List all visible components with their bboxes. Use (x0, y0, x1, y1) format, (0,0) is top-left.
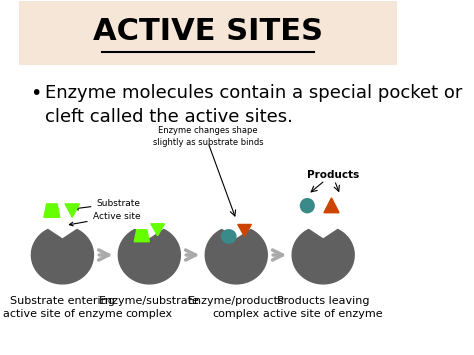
Polygon shape (134, 230, 149, 242)
Text: Enzyme changes shape
slightly as substrate binds: Enzyme changes shape slightly as substra… (153, 126, 263, 147)
Polygon shape (151, 224, 164, 236)
Text: ACTIVE SITES: ACTIVE SITES (93, 17, 323, 46)
Polygon shape (238, 224, 251, 236)
Polygon shape (292, 229, 354, 284)
Text: Substrate: Substrate (75, 199, 140, 210)
FancyBboxPatch shape (19, 1, 397, 65)
Text: Products leaving
active site of enzyme: Products leaving active site of enzyme (264, 296, 383, 318)
Ellipse shape (221, 229, 237, 244)
Text: Active site: Active site (69, 212, 140, 226)
Text: Products: Products (307, 170, 359, 180)
Polygon shape (324, 198, 339, 213)
Polygon shape (44, 204, 60, 217)
Ellipse shape (300, 198, 315, 213)
Polygon shape (65, 204, 80, 217)
Polygon shape (31, 229, 93, 284)
Text: Substrate entering
active site of enzyme: Substrate entering active site of enzyme (2, 296, 122, 318)
Text: Enzyme/substrate
complex: Enzyme/substrate complex (99, 296, 200, 318)
Text: Enzyme molecules contain a special pocket or
cleft called the active sites.: Enzyme molecules contain a special pocke… (46, 84, 463, 126)
Polygon shape (205, 229, 267, 284)
Polygon shape (118, 229, 180, 284)
Text: Enzyme/products
complex: Enzyme/products complex (188, 296, 284, 318)
Text: •: • (30, 84, 42, 103)
